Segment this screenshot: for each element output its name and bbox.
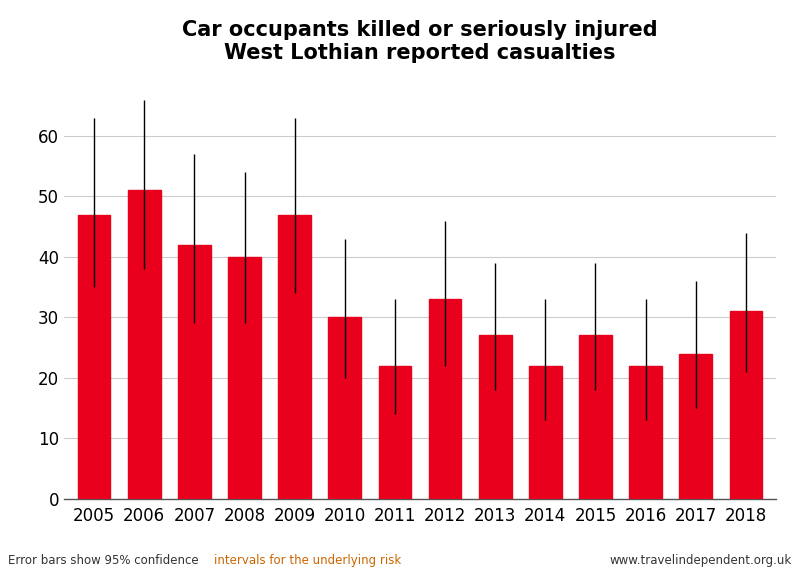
Text: Error bars show 95% confidence: Error bars show 95% confidence xyxy=(8,554,202,567)
Title: Car occupants killed or seriously injured
West Lothian reported casualties: Car occupants killed or seriously injure… xyxy=(182,20,658,63)
Bar xyxy=(730,311,762,499)
Text: www.travelindependent.org.uk: www.travelindependent.org.uk xyxy=(610,554,792,567)
Bar xyxy=(529,366,562,499)
Bar xyxy=(679,354,712,499)
Text: intervals for the underlying risk: intervals for the underlying risk xyxy=(214,554,401,567)
Bar xyxy=(178,245,210,499)
Bar xyxy=(128,190,161,499)
Bar xyxy=(378,366,411,499)
Bar xyxy=(228,257,261,499)
Bar xyxy=(479,335,511,499)
Bar xyxy=(329,317,361,499)
Bar xyxy=(630,366,662,499)
Bar xyxy=(78,215,110,499)
Bar xyxy=(579,335,612,499)
Bar xyxy=(278,215,311,499)
Bar xyxy=(429,299,462,499)
